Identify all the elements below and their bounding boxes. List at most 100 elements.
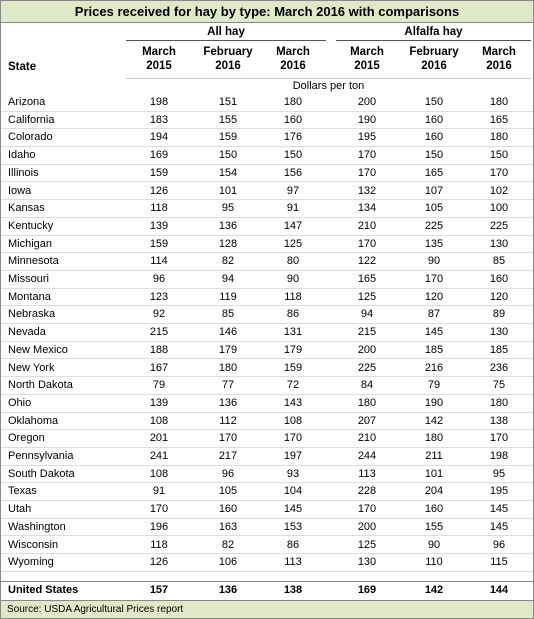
price-cell: 89 [492, 308, 506, 321]
price-cell: 112 [219, 414, 237, 427]
table-row: New Mexico 188 179 179 200 185 185 [1, 342, 533, 360]
price-cell: 197 [283, 450, 303, 462]
table-row: South Dakota 108 96 93 113 101 95 [1, 466, 533, 484]
price-cell: 225 [357, 361, 377, 374]
price-cell: 160 [489, 273, 509, 285]
price-cell: 86 [286, 538, 300, 551]
price-cell: 170 [357, 237, 377, 250]
total-row: United States 157 136 138 169 142 144 [1, 581, 533, 599]
price-cell: 241 [149, 450, 169, 462]
price-cell: 82 [221, 255, 235, 268]
price-cell: 217 [218, 450, 238, 462]
table-row: Oklahoma 108 112 108 207 142 138 [1, 413, 533, 431]
price-cell: 96 [221, 467, 235, 480]
price-cell: 106 [218, 556, 238, 569]
table-row: Wisconsin 118 82 86 125 90 96 [1, 537, 533, 555]
state-name: Texas [8, 485, 37, 498]
price-cell: 93 [286, 467, 300, 480]
price-cell: 176 [283, 131, 303, 144]
state-name: Kansas [8, 202, 45, 215]
price-cell: 95 [221, 202, 235, 215]
column-header: February 2016 [409, 46, 459, 72]
price-cell: 142 [424, 414, 444, 427]
price-cell: 79 [152, 379, 166, 392]
table-row: New York 167 180 159 225 216 236 [1, 360, 533, 378]
price-cell: 108 [283, 414, 303, 427]
state-name: New Mexico [8, 343, 68, 356]
unit-label: Dollars per ton [126, 78, 531, 92]
price-cell: 139 [149, 396, 169, 409]
state-header: State [8, 61, 37, 73]
price-cell: 160 [424, 131, 444, 144]
price-cell: 198 [149, 96, 169, 108]
price-cell: 150 [489, 149, 509, 162]
table-title: Prices received for hay by type: March 2… [1, 1, 533, 23]
price-cell: 113 [358, 467, 376, 480]
state-name: Arizona [8, 96, 46, 108]
table-row: Texas 91 105 104 228 204 195 [1, 483, 533, 502]
price-cell: 160 [424, 113, 444, 126]
price-cell: 130 [489, 237, 509, 250]
price-cell: 97 [286, 184, 300, 197]
table-row: Michigan 159 128 125 170 135 130 [1, 236, 533, 254]
state-name: Ohio [8, 396, 32, 409]
price-cell: 147 [283, 219, 303, 232]
table-row: North Dakota 79 77 72 84 79 75 [1, 377, 533, 395]
price-cell: 180 [424, 432, 444, 445]
price-cell: 90 [286, 273, 300, 285]
price-cell: 159 [149, 166, 169, 179]
price-cell: 100 [489, 202, 509, 215]
price-cell: 163 [218, 520, 238, 533]
price-cell: 102 [489, 184, 509, 197]
state-name: Wisconsin [8, 538, 59, 551]
price-cell: 179 [218, 343, 238, 356]
price-cell: 204 [424, 485, 444, 498]
price-cell: 160 [424, 503, 444, 516]
state-name: Pennsylvania [8, 450, 74, 462]
price-cell: 145 [283, 503, 303, 516]
price-cell: 107 [424, 184, 444, 197]
price-cell: 165 [424, 166, 444, 179]
price-cell: 180 [357, 396, 377, 409]
column-header: March 2015 [142, 46, 176, 72]
state-name: Missouri [8, 273, 49, 285]
price-cell: 130 [357, 556, 377, 569]
price-cell: 150 [424, 96, 444, 108]
price-cell: 165 [489, 113, 509, 126]
state-name: Nevada [8, 326, 46, 339]
price-cell: 200 [357, 343, 377, 356]
price-cell: 236 [489, 361, 509, 374]
state-name: Illinois [8, 166, 39, 179]
price-cell: 170 [489, 432, 509, 445]
state-name: Oklahoma [8, 414, 59, 427]
price-cell: 146 [218, 326, 238, 339]
price-cell: 145 [489, 503, 509, 516]
price-cell: 225 [489, 219, 509, 232]
price-cell: 225 [424, 219, 444, 232]
price-cell: 135 [424, 237, 444, 250]
price-cell: 180 [489, 396, 509, 409]
state-name: Minnesota [8, 255, 59, 268]
price-cell: 105 [424, 202, 444, 215]
price-cell: 190 [424, 396, 444, 409]
price-cell: 154 [218, 166, 238, 179]
table-row: Illinois 159 154 156 170 165 170 [1, 165, 533, 183]
price-cell: 108 [149, 467, 169, 480]
price-cell: 183 [149, 113, 169, 126]
price-cell: 145 [489, 520, 509, 533]
price-cell: 210 [357, 219, 377, 232]
price-cell: 104 [283, 485, 303, 498]
price-cell: 215 [357, 326, 377, 339]
price-cell: 196 [149, 520, 169, 533]
price-cell: 95 [492, 467, 506, 480]
price-cell: 94 [360, 308, 374, 321]
price-cell: 86 [286, 308, 300, 321]
price-cell: 118 [150, 538, 168, 551]
state-name: Oregon [8, 432, 45, 445]
state-name: Montana [8, 290, 51, 303]
price-cell: 114 [150, 255, 168, 268]
price-cell: 151 [218, 96, 238, 108]
table-row: Kentucky 139 136 147 210 225 225 [1, 218, 533, 236]
price-cell: 170 [424, 273, 444, 285]
